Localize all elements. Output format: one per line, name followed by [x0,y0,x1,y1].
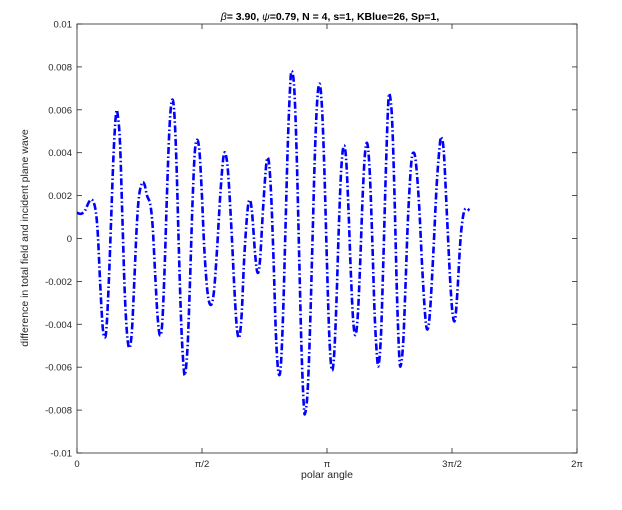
y-tick-label: 0.008 [48,62,72,73]
x-tick-label: π/2 [195,459,209,470]
y-tick-label: -0.004 [45,320,72,331]
y-tick-label: 0.01 [54,20,73,31]
title-psi-rest: =0.79, N = 4, s=1, KBlue=26, Sp=1, [270,11,440,23]
y-axis-label: difference in total field and incident p… [19,129,31,347]
y-tick-label: -0.01 [50,449,72,460]
series-line [76,69,471,416]
y-axis-ticks: -0.01 -0.008 -0.006 -0.004 -0.002 0 0.002 0.004… [45,20,577,460]
y-tick-label: -0.008 [45,406,72,417]
x-tick-label: π [324,459,331,470]
title-psi-symbol: ψ [262,11,270,23]
x-tick-label: 2π [571,459,583,470]
y-tick-label: -0.002 [45,277,72,288]
y-tick-label: -0.006 [45,363,72,374]
title-beta-rest: = 3.90, [227,11,262,23]
y-tick-label: 0 [67,234,72,245]
y-tick-label: 0.006 [48,105,72,116]
y-tick-label: 0.002 [48,191,72,202]
x-tick-label: 3π/2 [442,459,462,470]
y-tick-label: 0.004 [48,148,72,159]
x-axis-label: polar angle [301,469,353,481]
title-beta-symbol: β [220,11,227,23]
chart-title: β= 3.90, ψ=0.79, N = 4, s=1, KBlue=26, S… [220,11,440,23]
series-layer [76,69,471,416]
x-axis-ticks: 0 π/2 π 3π/2 2π [74,24,583,470]
x-tick-label: 0 [74,459,79,470]
